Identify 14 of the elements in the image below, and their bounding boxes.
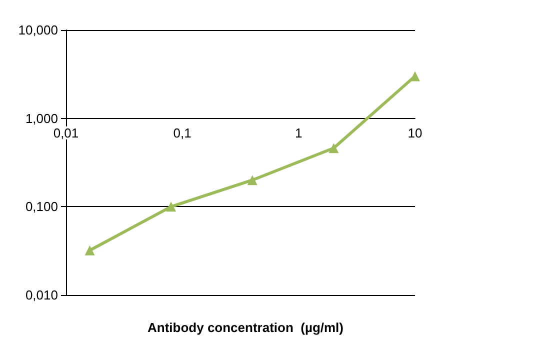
point: [166, 202, 176, 212]
x-tick-label: 10: [408, 125, 422, 140]
x-tick-label: 0,1: [173, 125, 192, 140]
point: [328, 143, 339, 154]
x-axis-title: Antibody concentration (µg/ml): [148, 320, 344, 335]
y-tick-label: 10,000: [18, 22, 58, 38]
y-tick-label: 0,100: [25, 199, 58, 214]
x-tick-label: 0,01: [53, 125, 79, 140]
y-tick-label: 0,010: [25, 288, 58, 302]
point: [84, 245, 95, 256]
y-tick-label: 1,000: [25, 110, 58, 126]
point: [410, 71, 420, 82]
point: [247, 175, 258, 186]
x-tick-label: 1: [295, 125, 302, 140]
